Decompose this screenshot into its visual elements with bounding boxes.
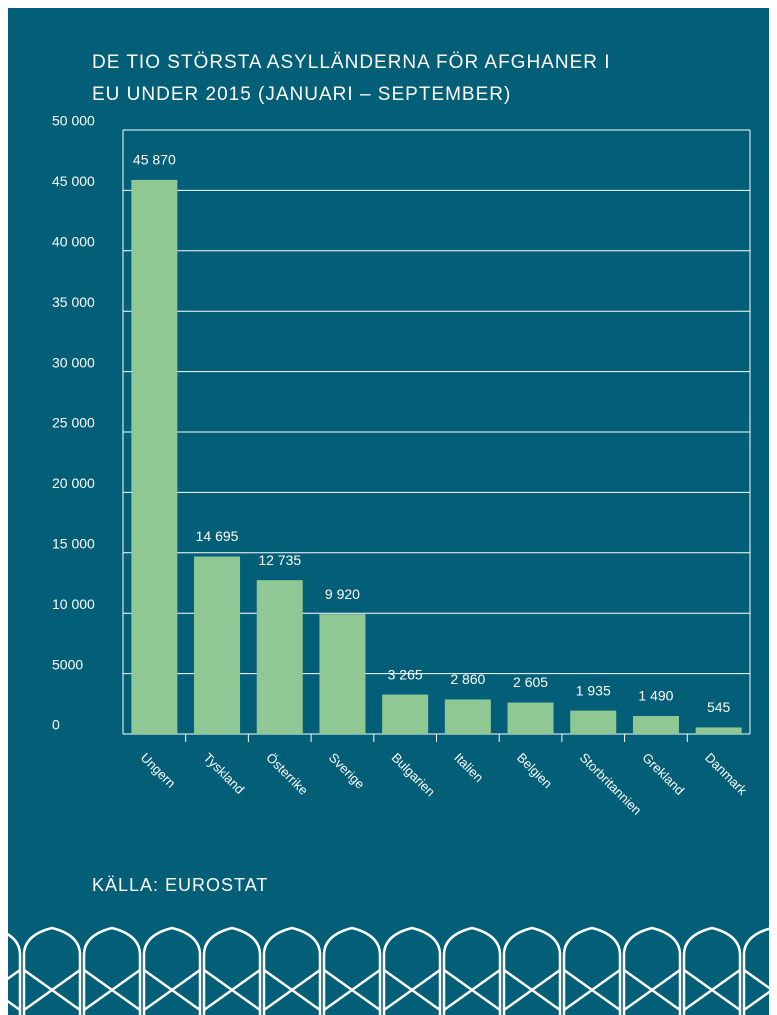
- data-label: 14 695: [196, 528, 239, 544]
- bar: [256, 580, 303, 734]
- chart-title: EU UNDER 2015 (JANUARI – SEPTEMBER): [92, 84, 511, 105]
- bar: [131, 179, 178, 735]
- bar: [194, 556, 241, 734]
- y-tick-label: 50 000: [52, 113, 95, 129]
- bar: [444, 699, 491, 734]
- data-label: 45 870: [133, 152, 176, 168]
- data-label: 1 490: [638, 688, 673, 704]
- y-tick-label: 30 000: [52, 354, 95, 370]
- bar: [507, 702, 554, 734]
- bar: [570, 710, 617, 734]
- data-label: 12 735: [258, 552, 301, 568]
- data-label: 545: [707, 699, 731, 715]
- bar: [695, 727, 742, 734]
- y-tick-label: 25 000: [52, 415, 95, 431]
- decoration: [8, 840, 769, 1015]
- y-tick-label: 10 000: [52, 596, 95, 612]
- data-label: 9 920: [325, 586, 360, 602]
- y-tick-label: 20 000: [52, 475, 95, 491]
- bar: [319, 614, 366, 734]
- source: KÄLLA: EUROSTAT: [92, 875, 268, 895]
- y-tick-label: 45 000: [52, 173, 95, 189]
- data-label: 3 265: [388, 666, 423, 682]
- y-tick-label: 40 000: [52, 234, 95, 250]
- y-tick-label: 0: [52, 717, 60, 733]
- y-tick-label: 5000: [52, 656, 83, 672]
- chart-title: DE TIO STÖRSTA ASYLLÄNDERNA FÖR AFGHANER…: [92, 52, 611, 73]
- y-tick-label: 15 000: [52, 536, 95, 552]
- bar: [382, 694, 429, 734]
- data-label: 2 860: [450, 671, 485, 687]
- data-label: 1 935: [576, 682, 611, 698]
- y-tick-label: 35 000: [52, 294, 95, 310]
- bar: [632, 716, 679, 734]
- data-label: 2 605: [513, 674, 548, 690]
